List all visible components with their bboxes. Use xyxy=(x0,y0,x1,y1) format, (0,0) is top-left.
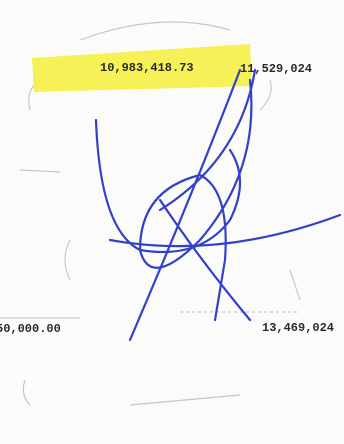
faded-stamp xyxy=(0,21,301,406)
highlighted-amount: 10,983,418.73 xyxy=(100,61,194,75)
highlight xyxy=(32,44,252,92)
signature xyxy=(94,68,342,342)
amount: 13,469,024 xyxy=(262,321,334,335)
amount: 50,000.00 xyxy=(0,322,61,336)
amount: 11,529,024 xyxy=(240,62,312,76)
